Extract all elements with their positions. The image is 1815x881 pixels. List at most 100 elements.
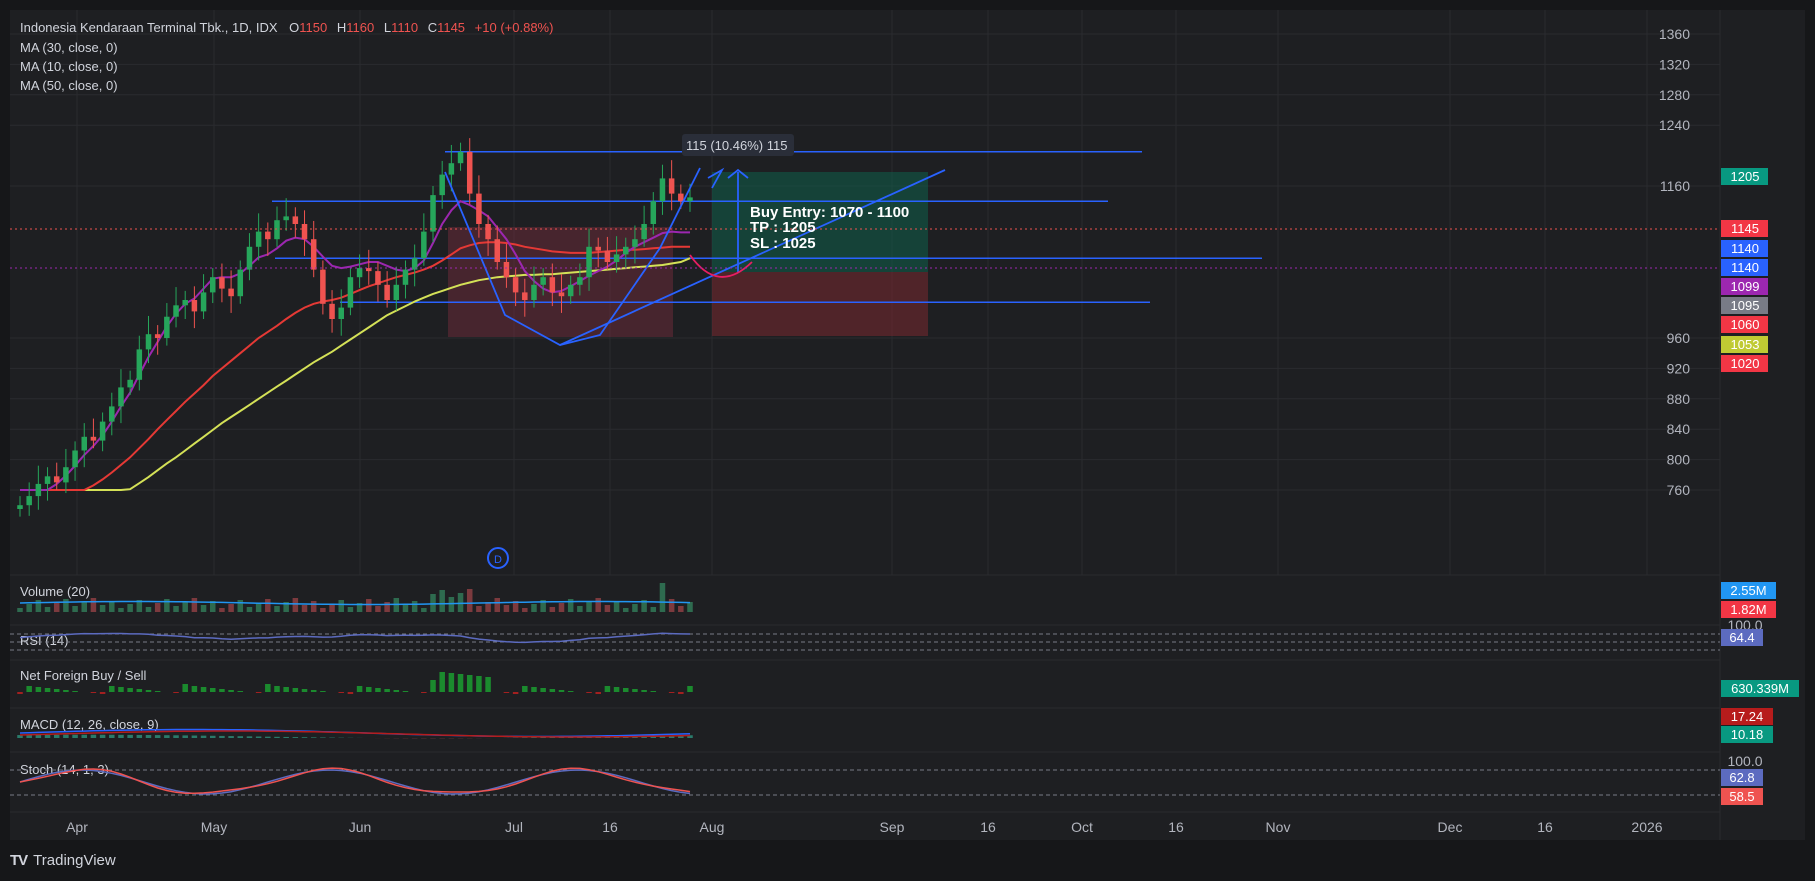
svg-text:2.55M: 2.55M xyxy=(1730,583,1766,598)
candle xyxy=(494,225,501,270)
volume-bar xyxy=(283,602,289,612)
measure-arrow-head xyxy=(727,168,749,179)
candle xyxy=(393,266,400,311)
candle xyxy=(301,210,308,256)
candle xyxy=(558,274,565,313)
price-tags: 1205 1145 1140 1140 1099 1095 1060 1053 1020 xyxy=(1721,168,1768,372)
candle xyxy=(375,262,381,302)
volume-bar xyxy=(586,602,592,612)
candle xyxy=(200,274,207,319)
stoch-tag: 58.5 xyxy=(1721,788,1763,805)
price-tag: 1020 xyxy=(1721,355,1768,372)
svg-text:58.5: 58.5 xyxy=(1729,789,1754,804)
indicator-ma50: MA (50, close, 0) xyxy=(20,78,118,93)
svg-text:1099: 1099 xyxy=(1731,279,1760,294)
measure-label-box xyxy=(682,134,794,156)
price-tag: 1053 xyxy=(1721,336,1768,353)
candle xyxy=(623,237,629,269)
price-tick: 840 xyxy=(1667,421,1691,437)
net-foreign-bar xyxy=(485,677,491,692)
candle xyxy=(421,213,427,266)
volume-bar xyxy=(411,601,418,612)
time-tick: 16 xyxy=(602,819,618,835)
macd-hist-bar xyxy=(81,734,87,738)
net-foreign-bar xyxy=(219,689,225,692)
volume-bar xyxy=(687,602,693,612)
volume-bar xyxy=(595,598,601,612)
time-tick: 16 xyxy=(1537,819,1553,835)
volume-bar xyxy=(659,583,666,612)
volume-bar xyxy=(237,600,244,612)
net-foreign-bar xyxy=(301,689,308,692)
candle xyxy=(164,303,170,346)
candle xyxy=(549,263,556,307)
net-foreign-bar xyxy=(182,684,188,692)
volume-bar xyxy=(109,601,115,612)
candle xyxy=(430,186,436,243)
measure-label: 115 (10.46%) 115 xyxy=(686,138,787,153)
volume-bar xyxy=(421,608,427,612)
time-tick: Jul xyxy=(505,819,523,835)
volume-bar xyxy=(366,599,372,612)
macd-hist-bar xyxy=(63,734,69,738)
candle xyxy=(567,275,574,304)
volume-bar xyxy=(604,605,611,612)
volume-pane-title: Volume (20) xyxy=(20,584,90,599)
net-foreign-bar xyxy=(678,692,684,694)
trend-drawings[interactable] xyxy=(444,167,946,346)
volume-bar xyxy=(457,593,464,612)
volume-bar xyxy=(127,604,133,612)
candle xyxy=(347,268,354,316)
volume-bar xyxy=(650,607,657,612)
macd-hist-bar xyxy=(35,734,42,738)
candle xyxy=(366,249,372,285)
volume-bar xyxy=(402,605,409,612)
volume-bar xyxy=(200,605,207,612)
net-foreign-bar xyxy=(265,684,271,692)
net-foreign-bar xyxy=(668,692,675,693)
dividend-marker-icon[interactable] xyxy=(487,547,509,569)
net-foreign-bar xyxy=(384,689,390,692)
candle xyxy=(90,418,97,449)
tradingview-brand[interactable]: TV TradingView xyxy=(10,852,116,869)
net-foreign-bar xyxy=(641,690,647,692)
macd-hist-bar xyxy=(228,736,234,738)
svg-text:1145: 1145 xyxy=(1731,221,1759,236)
candle xyxy=(613,236,620,273)
candle xyxy=(53,462,60,490)
net-foreign-bar xyxy=(402,691,409,692)
macd-hist-bar xyxy=(209,735,216,738)
volume-bar xyxy=(310,601,317,612)
price-tag: 1145 xyxy=(1721,220,1768,237)
volume-bar xyxy=(678,606,684,612)
volume-bar xyxy=(209,601,216,612)
net-foreign-bar xyxy=(586,692,592,693)
candle xyxy=(522,278,528,317)
candle xyxy=(329,290,335,333)
volume-bar xyxy=(549,607,556,612)
macd-hist-bar xyxy=(219,735,225,738)
macd-hist-bar xyxy=(182,735,188,738)
nfb-tag: 630.339M xyxy=(1721,680,1799,697)
volume-bar xyxy=(558,603,565,612)
net-foreign-bar xyxy=(209,688,216,692)
net-foreign-bar xyxy=(17,692,23,694)
net-foreign-bar xyxy=(292,688,299,692)
volume-bar xyxy=(375,606,381,612)
price-axis[interactable]: 760 800 840 880 920 960 1160 1240 1280 1320 1360 xyxy=(1659,26,1690,498)
macd-hist-bar xyxy=(274,736,280,738)
price-tag: 1140 xyxy=(1721,259,1768,276)
svg-text:Indonesia Kendaraan Terminal T: Indonesia Kendaraan Terminal Tbk., 1D, I… xyxy=(20,20,553,35)
volume-bar xyxy=(623,608,629,612)
brand-label: TradingView xyxy=(33,852,116,869)
volume-bar xyxy=(154,603,161,612)
net-foreign-bar xyxy=(191,686,198,692)
price-tick: 920 xyxy=(1667,360,1691,376)
net-foreign-bar xyxy=(99,692,106,694)
candle xyxy=(219,263,225,303)
svg-text:1205: 1205 xyxy=(1731,169,1760,184)
time-axis[interactable]: Apr May Jun Jul 16 Aug Sep 16 Oct 16 Nov Dec 16 2026 xyxy=(66,819,1663,835)
candles xyxy=(17,138,693,517)
volume-bar xyxy=(145,607,152,612)
